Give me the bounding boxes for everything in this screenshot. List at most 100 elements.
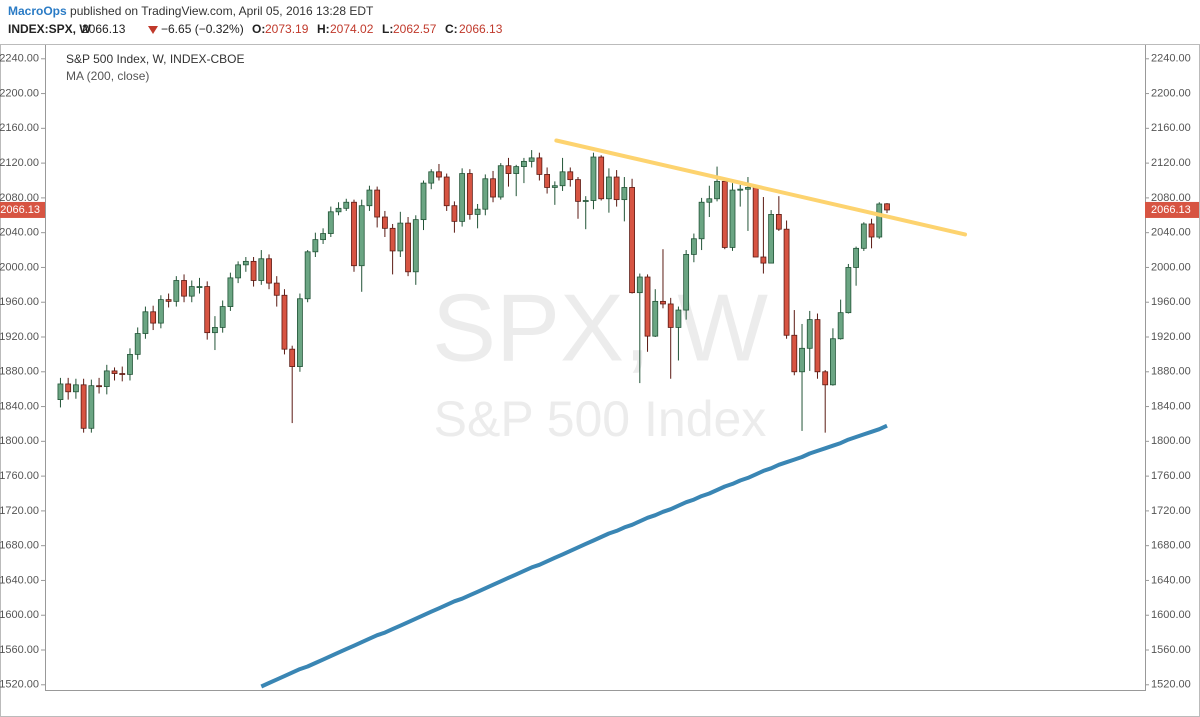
legend-title: S&P 500 Index, W, INDEX-CBOE [66,52,245,66]
candle-body [706,198,713,203]
publisher[interactable]: MacroOps [8,4,67,18]
candle-body [250,260,257,281]
candle-body [80,384,87,429]
published: published on TradingView.com, April 05, … [70,4,374,18]
y-tick-label-right: 1960.00 [1151,296,1191,308]
y-tick-label-right: 2080.00 [1151,192,1191,204]
candle-body [752,187,759,258]
y-tick-label-left: 2240.00 [0,53,39,65]
symbol: INDEX:SPX, W [8,22,91,36]
y-tick-label-left: 1920.00 [0,331,39,343]
candle-body [528,157,535,162]
candle-body [876,203,883,238]
candle-body [675,309,682,328]
open-label: O: [252,22,265,36]
candle-body [860,223,867,249]
candle-body [366,189,373,207]
y-tick-label-left: 2200.00 [0,87,39,99]
candle-body [57,383,64,401]
candle-body [814,319,821,373]
candle-body [598,156,605,200]
candle-body [521,160,527,167]
y-tick-label-left: 1560.00 [0,644,39,656]
y-tick-label-left: 2080.00 [0,192,39,204]
candle-body [103,370,110,387]
y-tick-label-left: 2040.00 [0,227,39,239]
candle-body [119,373,126,375]
price-tag-right [1145,201,1199,218]
price-tag-right-label: 2066.13 [1151,204,1191,216]
candle-body [652,300,659,337]
candle-body [258,258,265,281]
y-tick-label-left: 1640.00 [0,574,39,586]
candle-body [791,334,798,373]
candle-body [111,370,118,374]
candle-body [242,260,249,266]
candle-body [551,185,558,188]
y-tick-label-left: 1840.00 [0,400,39,412]
candle-body [72,384,79,393]
watermark-symbol: SPX, W [432,274,768,381]
plot-area [57,138,968,689]
candle-body [505,165,512,174]
candle-body [845,267,852,314]
close-value: 2066.13 [459,22,503,36]
y-tick-label-right: 1800.00 [1151,435,1191,447]
candle-body [474,208,481,215]
candle-body [412,219,419,273]
candle-body [157,299,164,324]
candle-body [629,187,635,294]
y-tick-label-left: 1680.00 [0,540,39,552]
candle-body [389,227,396,252]
candle-body [636,276,643,294]
candle-body [830,338,836,386]
candle-body [768,214,775,264]
candle-body [513,166,520,174]
candle-body [219,306,226,328]
candle-body [822,371,829,386]
y-tick-label-right: 1640.00 [1151,574,1191,586]
candle-body [783,228,790,336]
y-tick-label-right: 1760.00 [1151,470,1191,482]
y-tick-label-left: 1800.00 [0,435,39,447]
candle-body [683,254,690,311]
candle-body [660,300,666,305]
candle-body [289,348,296,367]
y-tick-label-right: 1600.00 [1151,609,1191,621]
y-tick-label-right: 2000.00 [1151,261,1191,273]
y-tick-label-left: 2160.00 [0,122,39,134]
candle-body [312,239,319,253]
candle-body [142,311,149,334]
candle-body [799,347,805,373]
candle-body [405,222,411,273]
candle-body [451,205,458,222]
candle-body [212,327,218,334]
y-tick-label-left: 1960.00 [0,296,39,308]
candle-body [150,311,157,324]
candle-body [420,182,427,221]
candle-body [466,173,473,215]
candle-body [428,171,435,184]
candle-body [65,383,72,393]
candle-body [436,171,442,178]
header-line: MacroOps published on TradingView.com, A… [8,4,374,18]
candle-body [559,171,566,187]
candle-body [721,180,728,248]
candle-body [575,179,581,202]
close-label: C: [445,22,458,36]
high-label: H: [317,22,330,36]
candle-body [868,223,875,238]
y-tick-label-left: 2120.00 [0,157,39,169]
candle-body [698,201,705,240]
candle-body [188,286,195,297]
last-price: 2066.13 [82,22,126,36]
candle-body [729,189,736,248]
candle-body [606,176,612,200]
candle-body [536,157,543,175]
candle-body [443,176,450,207]
open-value: 2073.19 [265,22,309,36]
y-tick-label-right: 2120.00 [1151,157,1191,169]
legend-ma: MA (200, close) [66,69,149,83]
candle-body [327,211,334,234]
candle-body [775,214,782,230]
